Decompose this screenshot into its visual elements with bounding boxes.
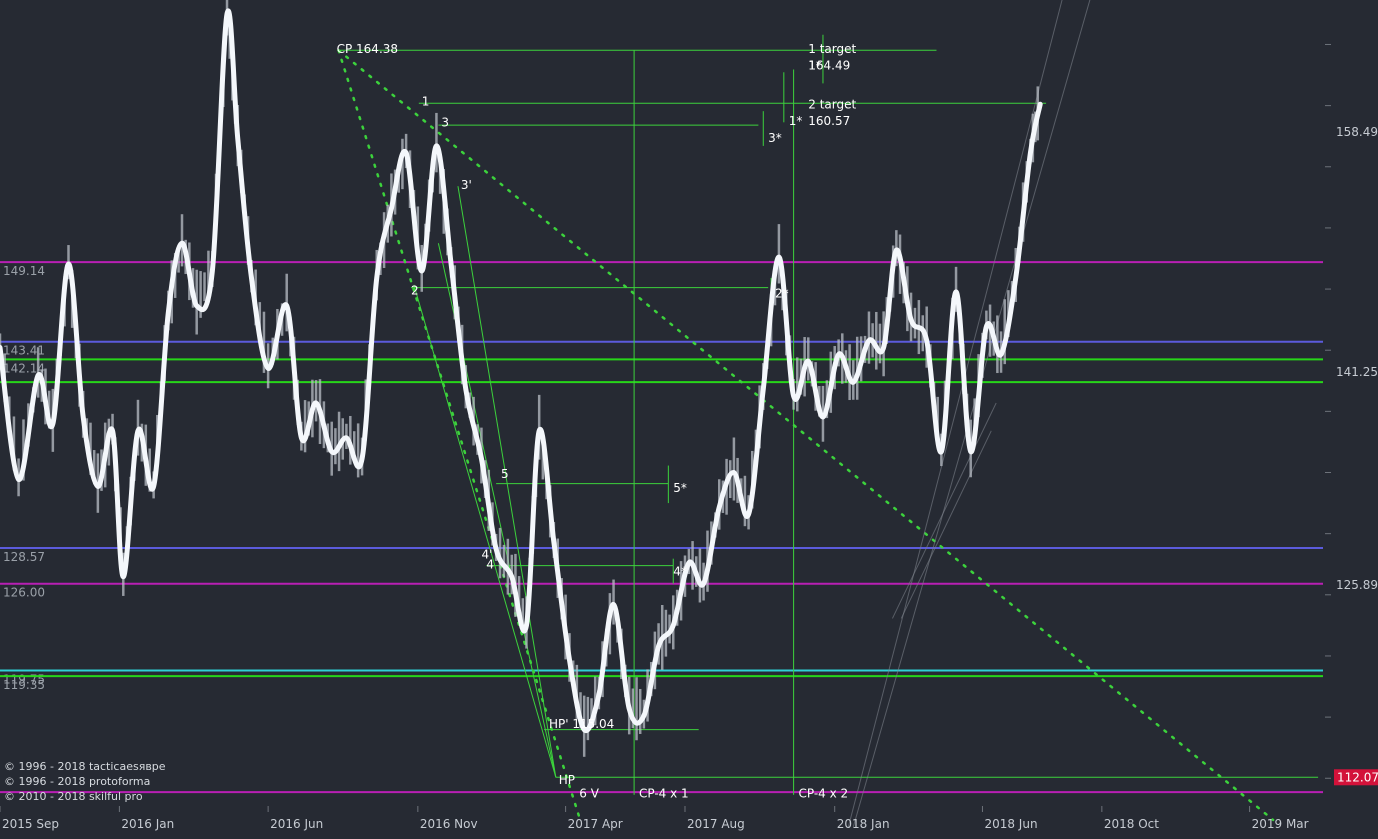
dotted-trendline-steep bbox=[337, 49, 581, 819]
x-tick-label: 2018 Jan bbox=[837, 817, 890, 831]
annotation-label: 160.57 bbox=[808, 114, 850, 128]
level-label: 142.14 bbox=[3, 361, 45, 375]
x-tick-label: 2016 Nov bbox=[420, 817, 478, 831]
annotation-label: 1 target bbox=[808, 42, 856, 56]
annotation-label: 4' bbox=[481, 548, 492, 562]
annotation-label: 6 V bbox=[579, 787, 599, 801]
axes: 158.49 141.25 125.89 112.07 2015 Sep 2016 Jan… bbox=[0, 43, 1378, 831]
annotation-label: 3* bbox=[768, 131, 782, 145]
x-tick-label: 2018 Jun bbox=[984, 817, 1037, 831]
last-price-label: 112.07 bbox=[1337, 770, 1378, 784]
annotation-label: 1* bbox=[789, 114, 803, 128]
grey-ray bbox=[900, 430, 992, 619]
wedge-line bbox=[457, 186, 557, 778]
annotation-label: 2 bbox=[411, 284, 419, 298]
annotation-label: 5* bbox=[673, 481, 687, 495]
annotation-label: 4* bbox=[673, 564, 687, 578]
annotation-label: 3' bbox=[461, 178, 472, 192]
annotation-label: CP-4 x 1 bbox=[639, 787, 689, 801]
annotation-label: 3 bbox=[441, 115, 449, 129]
annotation-label: HP' 115.04 bbox=[549, 717, 614, 731]
annotation-label: 164.49 bbox=[808, 58, 850, 72]
annotation-label: HP bbox=[559, 773, 575, 787]
right-axis-label: 125.89 bbox=[1336, 578, 1378, 592]
x-tick-label: 2017 Aug bbox=[687, 817, 745, 831]
right-axis-label: 141.25 bbox=[1336, 365, 1378, 379]
horizontal-levels: 149.14143.41142.14128.57126.00119.75119.… bbox=[0, 261, 1323, 794]
annotation-label: CP-4 x 2 bbox=[798, 787, 848, 801]
level-label: 119.35 bbox=[3, 678, 45, 692]
annotation-label: 4 bbox=[486, 557, 494, 571]
price-series-line bbox=[0, 8, 1043, 734]
right-axis-label: 158.49 bbox=[1336, 125, 1378, 139]
x-tick-label: 2017 Apr bbox=[568, 817, 623, 831]
wedge-line bbox=[413, 284, 557, 778]
annotation-label: 1* bbox=[808, 58, 822, 72]
annotations: CP 164.38 13 3' 2 5 4'4 HP' 115.04 HP 6 V CP-4 x … bbox=[4, 42, 857, 803]
annotation-label: CP 164.38 bbox=[337, 42, 398, 56]
x-tick-label: 2015 Sep bbox=[2, 817, 59, 831]
annotation-label: 5 bbox=[501, 467, 509, 481]
level-label: 143.41 bbox=[3, 344, 45, 358]
copyright-line: © 1996 - 2018 tacticaesявре bbox=[4, 760, 166, 773]
grey-ray bbox=[847, 0, 1063, 828]
x-tick-label: 2018 Oct bbox=[1104, 817, 1159, 831]
x-tick-label: 2016 Jun bbox=[270, 817, 323, 831]
x-tick-label: 2016 Jan bbox=[121, 817, 174, 831]
level-label: 149.14 bbox=[3, 264, 45, 278]
copyright-line: © 2010 - 2018 skilful pro bbox=[4, 790, 143, 803]
annotation-label: 2* bbox=[775, 286, 789, 300]
x-tick-label: 2019 Mar bbox=[1252, 817, 1309, 831]
level-label: 126.00 bbox=[3, 586, 45, 600]
last-price-badge bbox=[1334, 769, 1378, 786]
copyright-line: © 1996 - 2018 protoforma bbox=[4, 775, 150, 788]
annotation-label: 1 bbox=[422, 95, 430, 109]
dotted-trendline bbox=[337, 49, 1275, 822]
level-label: 128.57 bbox=[3, 550, 45, 564]
annotation-label: 2 target bbox=[808, 97, 856, 111]
price-series-group bbox=[0, 0, 1043, 757]
grey-ray bbox=[891, 402, 997, 619]
